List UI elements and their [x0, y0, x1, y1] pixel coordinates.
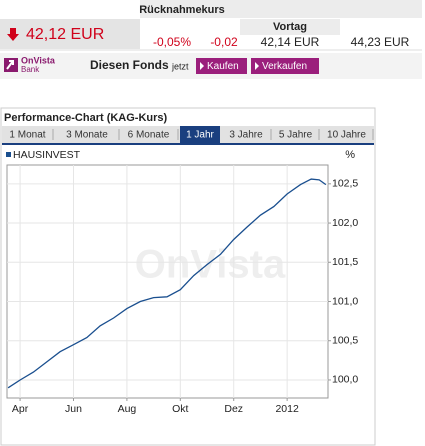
watermark: OnVista	[135, 243, 286, 287]
y-tick-label: 102,0	[332, 217, 358, 229]
tab[interactable]: 5 Jahre	[279, 130, 313, 141]
buy-label[interactable]: Kaufen	[207, 61, 239, 72]
x-tick-label: Aug	[118, 403, 137, 415]
y-tick-label: 100,5	[332, 335, 358, 347]
logo-sub: Bank	[21, 65, 40, 74]
sell-button[interactable]	[251, 58, 319, 74]
x-tick-label: Apr	[12, 403, 29, 415]
logo-arrow	[6, 60, 14, 70]
change-abs: -0,02	[210, 35, 238, 49]
chart-panel	[0, 107, 376, 446]
price: 42,12 EUR	[26, 26, 104, 43]
buy-icon	[200, 62, 204, 70]
trade-label: Diesen Fonds	[90, 58, 169, 72]
tab[interactable]: 1 Jahr	[186, 130, 214, 141]
prev-price: 42,14 EUR	[261, 35, 320, 49]
x-tick-label: Okt	[172, 403, 188, 415]
y-tick-label: 102,5	[332, 178, 358, 190]
logo-text: OnVista	[21, 55, 56, 65]
unit: %	[345, 149, 355, 161]
issue-price: 44,23 EUR	[351, 35, 410, 49]
buy-button[interactable]	[196, 58, 247, 74]
y-tick-label: 101,5	[332, 256, 358, 268]
tab[interactable]: 3 Jahre	[229, 130, 263, 141]
x-tick-label: Jun	[65, 403, 82, 415]
sell-label[interactable]: Verkaufen	[262, 61, 307, 72]
series-line	[7, 178, 327, 389]
prev-header	[240, 19, 340, 35]
trade-hint: jetzt	[171, 61, 189, 71]
sell-icon	[255, 62, 259, 70]
prev-label: Vortag	[273, 21, 307, 33]
tab[interactable]: 6 Monate	[128, 130, 170, 141]
chart-title: Performance-Chart (KAG-Kurs)	[4, 112, 168, 124]
legend-label: HAUSINVEST	[13, 149, 81, 161]
header-title: Rücknahmekurs	[139, 4, 225, 16]
y-tick-label: 100,0	[332, 374, 358, 386]
legend-swatch	[6, 152, 11, 157]
change-pct: -0,05%	[153, 35, 191, 49]
x-tick-label: Dez	[224, 403, 243, 415]
tab[interactable]: 1 Monat	[9, 130, 45, 141]
tab-active	[180, 126, 220, 143]
x-tick-label: 2012	[275, 403, 299, 415]
header-bar	[140, 0, 422, 18]
plot-area	[6, 164, 329, 399]
tab[interactable]: 10 Jahre	[327, 130, 366, 141]
price-box	[0, 19, 140, 49]
y-tick-label: 101,0	[332, 295, 358, 307]
down-arrow	[7, 28, 19, 41]
tab[interactable]: 3 Monate	[66, 130, 108, 141]
